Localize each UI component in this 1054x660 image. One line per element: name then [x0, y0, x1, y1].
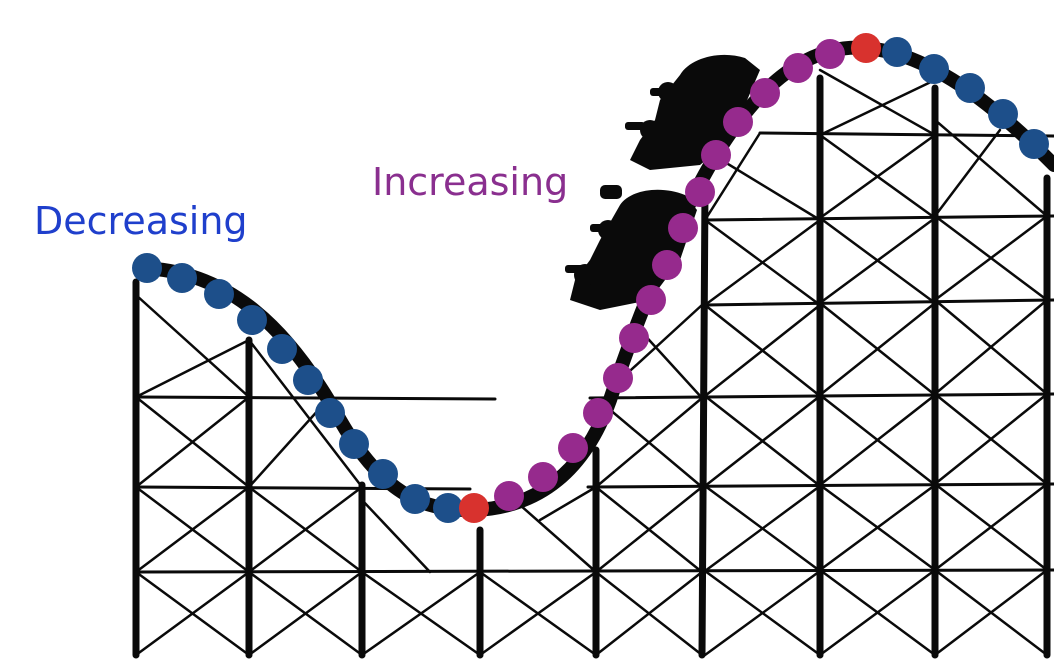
increasing-label: Increasing: [372, 160, 568, 204]
turning-point-dot: [459, 493, 489, 523]
increasing-dot: [652, 250, 682, 280]
increasing-dot: [668, 213, 698, 243]
decreasing-label: Decreasing: [34, 199, 248, 243]
increasing-dot: [603, 363, 633, 393]
decreasing-dot: [204, 279, 234, 309]
turning-point-dot: [851, 33, 881, 63]
decreasing-dot: [293, 365, 323, 395]
increasing-dot: [636, 285, 666, 315]
decreasing-dot: [339, 429, 369, 459]
decreasing-dot: [368, 459, 398, 489]
increasing-dot: [583, 398, 613, 428]
decreasing-dot: [1019, 129, 1049, 159]
increasing-dot: [750, 78, 780, 108]
support-verticals: [132, 74, 1051, 659]
increasing-dot: [494, 481, 524, 511]
increasing-dot: [701, 140, 731, 170]
increasing-dot: [815, 39, 845, 69]
decreasing-dot: [132, 253, 162, 283]
increasing-dot: [723, 107, 753, 137]
increasing-dot: [558, 433, 588, 463]
decreasing-dot: [988, 99, 1018, 129]
increasing-dot: [783, 53, 813, 83]
decreasing-dot: [433, 493, 463, 523]
roller-coaster-car-icon: [565, 54, 760, 310]
coaster-support-structure: [132, 68, 1054, 659]
increasing-dot: [528, 462, 558, 492]
decreasing-dot: [919, 54, 949, 84]
decreasing-dot: [882, 37, 912, 67]
decreasing-dot: [315, 398, 345, 428]
decreasing-dot: [955, 73, 985, 103]
track-dots: [132, 33, 1049, 523]
increasing-dot: [619, 323, 649, 353]
decreasing-dot: [400, 484, 430, 514]
decreasing-dot: [167, 263, 197, 293]
support-cross-braces: [134, 68, 1049, 657]
decreasing-dot: [267, 334, 297, 364]
increasing-dot: [685, 177, 715, 207]
decreasing-dot: [237, 305, 267, 335]
